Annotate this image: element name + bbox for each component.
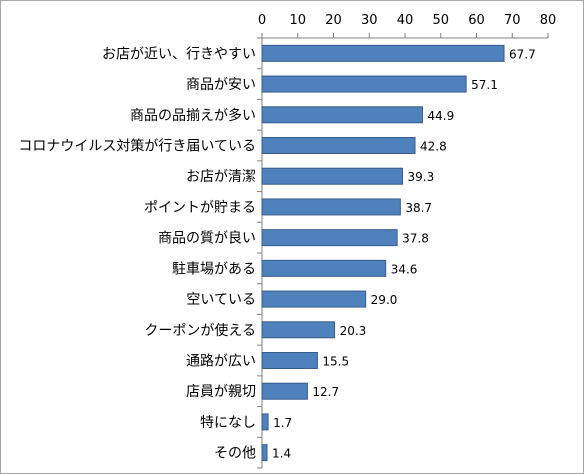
bar [261, 290, 367, 308]
bar [261, 44, 505, 62]
category-label: 商品の品揃えが多い [130, 107, 256, 124]
x-tick-label: 0 [258, 13, 266, 28]
category-label: お店が近い、行きやすい [102, 46, 256, 62]
bar [261, 167, 403, 185]
category-label: ポイントが貯まる [144, 200, 256, 216]
data-label: 39.3 [407, 170, 434, 184]
x-tick-label: 10 [289, 13, 306, 28]
data-label: 34.6 [391, 262, 418, 276]
bar [261, 198, 401, 216]
data-label: 1.4 [272, 447, 291, 461]
category-label: 商品が安い [186, 77, 256, 93]
x-tick-label: 70 [504, 13, 521, 28]
bar [261, 321, 336, 339]
category-label: 特になし [200, 415, 256, 431]
category-label: 駐車場がある [172, 260, 256, 277]
category-label: その他 [214, 446, 256, 462]
category-label: コロナウイルス対策が行き届いている [18, 138, 256, 155]
x-tick-label: 50 [432, 13, 449, 28]
bar [261, 137, 416, 154]
category-label: クーポンが使える [144, 322, 256, 339]
x-tick-label: 60 [468, 13, 485, 28]
data-label: 44.9 [428, 109, 455, 123]
bar [261, 352, 318, 369]
data-label: 29.0 [371, 293, 398, 307]
x-tick-label: 40 [397, 13, 414, 28]
data-label: 15.5 [322, 355, 349, 369]
x-tick-label: 80 [540, 13, 557, 28]
data-label: 67.7 [509, 47, 536, 61]
bar [261, 106, 424, 124]
bar [261, 413, 269, 431]
category-label: 空いている [186, 292, 256, 308]
bar [261, 444, 268, 462]
x-tick-label: 20 [325, 13, 342, 28]
bar [261, 259, 387, 277]
bar [261, 75, 467, 93]
data-label: 57.1 [471, 78, 498, 92]
bar [261, 382, 308, 400]
data-label: 37.8 [402, 232, 429, 246]
category-label: 通路が広い [186, 354, 256, 370]
data-label: 1.7 [273, 416, 292, 430]
category-label: 店員が親切 [186, 384, 256, 400]
data-label: 42.8 [420, 140, 447, 154]
category-label: お店が清潔 [186, 169, 256, 185]
x-tick-label: 30 [361, 13, 378, 28]
data-label: 38.7 [405, 201, 432, 215]
bar [261, 229, 398, 247]
data-label: 12.7 [312, 385, 339, 399]
data-label: 20.3 [340, 324, 367, 338]
category-label: 商品の質が良い [158, 231, 256, 247]
